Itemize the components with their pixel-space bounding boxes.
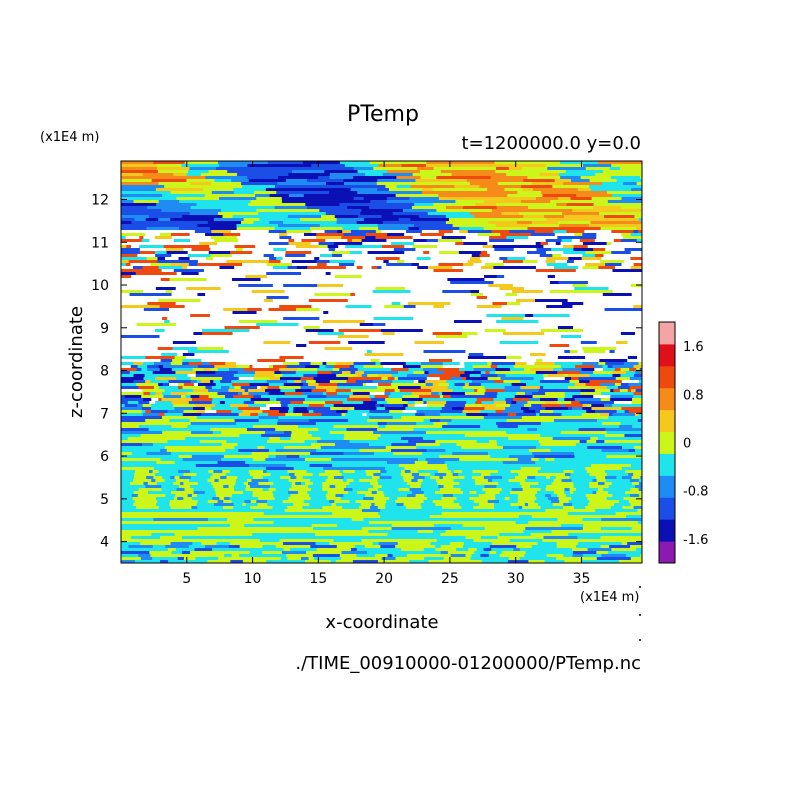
x-tick-label: 25 xyxy=(441,571,459,587)
y-tick-label: 6 xyxy=(100,449,109,465)
y-axis-label: z-coordinate xyxy=(66,306,87,418)
colorbar: 1.6 0.8 0 -0.8 -1.6 xyxy=(658,321,708,564)
heatmap-plot-area xyxy=(121,161,642,563)
colorbar-swatch xyxy=(659,431,675,454)
marker-dot xyxy=(639,639,641,641)
chart-title: PTemp xyxy=(347,102,419,127)
x-tick-label: 5 xyxy=(182,571,191,587)
plot-frame xyxy=(120,160,643,564)
y-tick-label: 12 xyxy=(91,192,109,208)
colorbar-swatch xyxy=(659,322,675,345)
y-unit-label: (x1E4 m) xyxy=(40,130,99,145)
x-tick-label: 35 xyxy=(573,571,591,587)
x-tick-label: 20 xyxy=(375,571,393,587)
y-tick-label: 4 xyxy=(100,535,109,551)
y-tick-label: 8 xyxy=(100,364,109,380)
x-axis-ticks: 5 10 15 20 25 30 35 xyxy=(182,161,590,587)
colorbar-swatch xyxy=(659,387,675,411)
y-tick-label: 9 xyxy=(100,321,109,337)
colorbar-tick-label: 0 xyxy=(683,437,691,452)
x-tick-label: 15 xyxy=(309,571,327,587)
y-tick-label: 5 xyxy=(100,492,109,508)
chart-subtitle: t=1200000.0 y=0.0 xyxy=(461,133,641,154)
colorbar-tick-label: 1.6 xyxy=(683,340,704,355)
y-tick-label: 7 xyxy=(100,406,109,422)
colorbar-frame xyxy=(658,321,676,564)
colorbar-swatch xyxy=(659,541,675,564)
colorbar-swatch xyxy=(659,409,675,433)
y-axis-ticks: 4 5 6 7 8 9 10 11 12 xyxy=(91,192,642,551)
colorbar-swatch xyxy=(659,343,675,367)
y-tick-label: 11 xyxy=(91,235,109,251)
colorbar-swatch xyxy=(659,475,675,498)
y-tick-label: 10 xyxy=(91,278,109,294)
marker-dot xyxy=(639,614,641,616)
colorbar-swatch xyxy=(659,453,675,476)
colorbar-tick-label: -1.6 xyxy=(683,533,708,548)
colorbar-tick-label: 0.8 xyxy=(683,388,704,403)
source-file-label: ./TIME_00910000-01200000/PTemp.nc xyxy=(295,653,641,674)
colorbar-swatch xyxy=(659,497,675,520)
x-unit-label: (x1E4 m) xyxy=(580,590,639,605)
x-tick-label: 10 xyxy=(244,571,262,587)
marker-dot xyxy=(639,586,641,588)
colorbar-swatch xyxy=(659,519,675,542)
x-tick-label: 30 xyxy=(507,571,525,587)
colorbar-swatch xyxy=(659,365,675,389)
x-axis-label: x-coordinate xyxy=(325,612,438,633)
colorbar-tick-label: -0.8 xyxy=(683,485,708,500)
